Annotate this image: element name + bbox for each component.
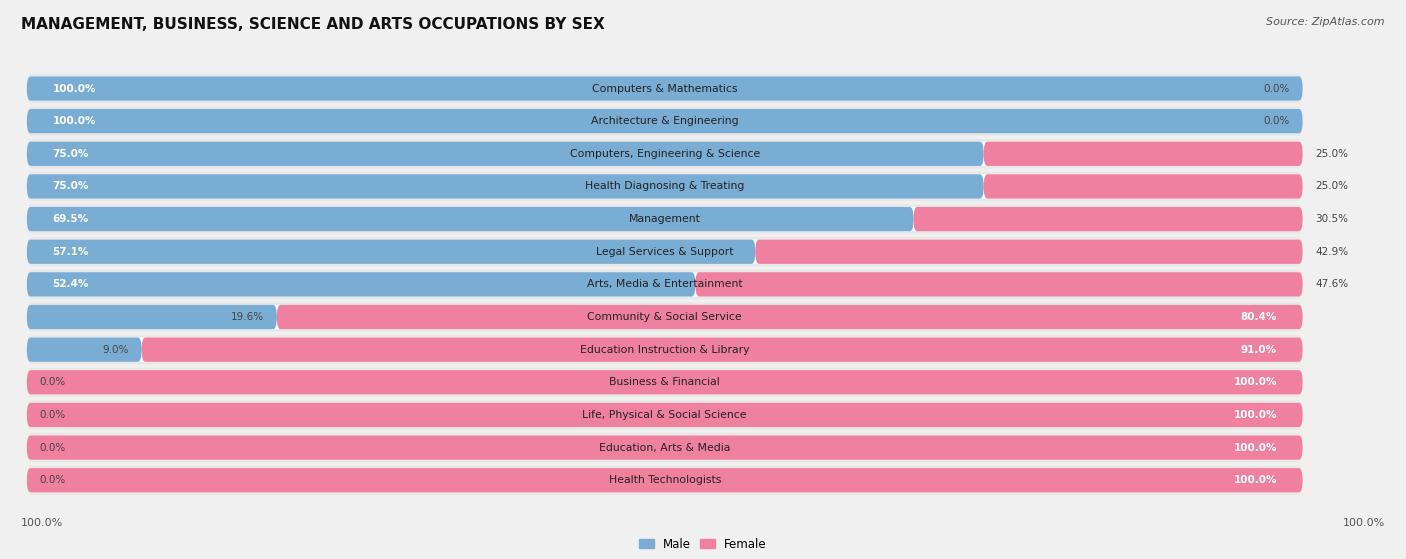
Text: 47.6%: 47.6% — [1316, 280, 1348, 290]
Text: Computers, Engineering & Science: Computers, Engineering & Science — [569, 149, 759, 159]
Text: 100.0%: 100.0% — [52, 116, 96, 126]
Text: 19.6%: 19.6% — [231, 312, 264, 322]
FancyBboxPatch shape — [27, 466, 1302, 495]
FancyBboxPatch shape — [27, 107, 1302, 136]
FancyBboxPatch shape — [27, 207, 1302, 231]
Text: 0.0%: 0.0% — [39, 443, 66, 453]
Text: 100.0%: 100.0% — [1233, 475, 1277, 485]
FancyBboxPatch shape — [27, 74, 1302, 103]
FancyBboxPatch shape — [27, 109, 1302, 133]
FancyBboxPatch shape — [27, 141, 1302, 166]
Text: Management: Management — [628, 214, 700, 224]
Text: 0.0%: 0.0% — [39, 410, 66, 420]
Text: 25.0%: 25.0% — [1316, 182, 1348, 192]
FancyBboxPatch shape — [27, 109, 1302, 133]
FancyBboxPatch shape — [27, 77, 1302, 101]
Text: 30.5%: 30.5% — [1316, 214, 1348, 224]
FancyBboxPatch shape — [27, 174, 984, 198]
Text: Education, Arts & Media: Education, Arts & Media — [599, 443, 730, 453]
FancyBboxPatch shape — [27, 338, 142, 362]
Text: 9.0%: 9.0% — [103, 345, 129, 354]
Text: 100.0%: 100.0% — [1233, 443, 1277, 453]
Text: Arts, Media & Entertainment: Arts, Media & Entertainment — [586, 280, 742, 290]
Legend: Male, Female: Male, Female — [634, 533, 772, 555]
Text: MANAGEMENT, BUSINESS, SCIENCE AND ARTS OCCUPATIONS BY SEX: MANAGEMENT, BUSINESS, SCIENCE AND ARTS O… — [21, 17, 605, 32]
FancyBboxPatch shape — [27, 205, 1302, 234]
Text: 75.0%: 75.0% — [52, 149, 89, 159]
FancyBboxPatch shape — [27, 240, 755, 264]
Text: Community & Social Service: Community & Social Service — [588, 312, 742, 322]
FancyBboxPatch shape — [27, 305, 1302, 329]
FancyBboxPatch shape — [27, 207, 914, 231]
FancyBboxPatch shape — [914, 207, 1302, 231]
Text: 69.5%: 69.5% — [52, 214, 89, 224]
FancyBboxPatch shape — [27, 305, 277, 329]
FancyBboxPatch shape — [984, 141, 1302, 166]
Text: Life, Physical & Social Science: Life, Physical & Social Science — [582, 410, 747, 420]
FancyBboxPatch shape — [27, 172, 1302, 201]
Text: Computers & Mathematics: Computers & Mathematics — [592, 83, 738, 93]
FancyBboxPatch shape — [27, 468, 1302, 492]
FancyBboxPatch shape — [27, 435, 1302, 459]
Text: 0.0%: 0.0% — [1264, 116, 1289, 126]
FancyBboxPatch shape — [755, 240, 1302, 264]
FancyBboxPatch shape — [27, 433, 1302, 462]
Text: 100.0%: 100.0% — [1233, 377, 1277, 387]
FancyBboxPatch shape — [27, 338, 1302, 362]
FancyBboxPatch shape — [277, 305, 1302, 329]
Text: Legal Services & Support: Legal Services & Support — [596, 247, 734, 257]
FancyBboxPatch shape — [27, 370, 1302, 395]
FancyBboxPatch shape — [27, 435, 1302, 459]
Text: Education Instruction & Library: Education Instruction & Library — [581, 345, 749, 354]
FancyBboxPatch shape — [984, 174, 1302, 198]
Text: 52.4%: 52.4% — [52, 280, 89, 290]
Text: Architecture & Engineering: Architecture & Engineering — [591, 116, 738, 126]
FancyBboxPatch shape — [27, 272, 1302, 296]
Text: 100.0%: 100.0% — [52, 83, 96, 93]
Text: Health Technologists: Health Technologists — [609, 475, 721, 485]
FancyBboxPatch shape — [27, 240, 1302, 264]
Text: 80.4%: 80.4% — [1240, 312, 1277, 322]
Text: Health Diagnosing & Treating: Health Diagnosing & Treating — [585, 182, 744, 192]
Text: 91.0%: 91.0% — [1241, 345, 1277, 354]
Text: 0.0%: 0.0% — [39, 475, 66, 485]
FancyBboxPatch shape — [27, 403, 1302, 427]
Text: 0.0%: 0.0% — [1264, 83, 1289, 93]
FancyBboxPatch shape — [27, 335, 1302, 364]
FancyBboxPatch shape — [27, 468, 1302, 492]
FancyBboxPatch shape — [27, 139, 1302, 168]
FancyBboxPatch shape — [27, 141, 984, 166]
FancyBboxPatch shape — [27, 272, 696, 296]
FancyBboxPatch shape — [27, 269, 1302, 299]
Text: 0.0%: 0.0% — [39, 377, 66, 387]
Text: 42.9%: 42.9% — [1316, 247, 1348, 257]
FancyBboxPatch shape — [27, 237, 1302, 267]
Text: 100.0%: 100.0% — [21, 518, 63, 528]
FancyBboxPatch shape — [27, 174, 1302, 198]
Text: 57.1%: 57.1% — [52, 247, 89, 257]
Text: 25.0%: 25.0% — [1316, 149, 1348, 159]
FancyBboxPatch shape — [27, 400, 1302, 430]
Text: Business & Financial: Business & Financial — [609, 377, 720, 387]
Text: 100.0%: 100.0% — [1343, 518, 1385, 528]
FancyBboxPatch shape — [27, 403, 1302, 427]
Text: Source: ZipAtlas.com: Source: ZipAtlas.com — [1267, 17, 1385, 27]
FancyBboxPatch shape — [27, 77, 1302, 101]
FancyBboxPatch shape — [696, 272, 1302, 296]
Text: 100.0%: 100.0% — [1233, 410, 1277, 420]
FancyBboxPatch shape — [27, 368, 1302, 397]
FancyBboxPatch shape — [142, 338, 1302, 362]
FancyBboxPatch shape — [27, 302, 1302, 331]
Text: 75.0%: 75.0% — [52, 182, 89, 192]
FancyBboxPatch shape — [27, 370, 1302, 395]
